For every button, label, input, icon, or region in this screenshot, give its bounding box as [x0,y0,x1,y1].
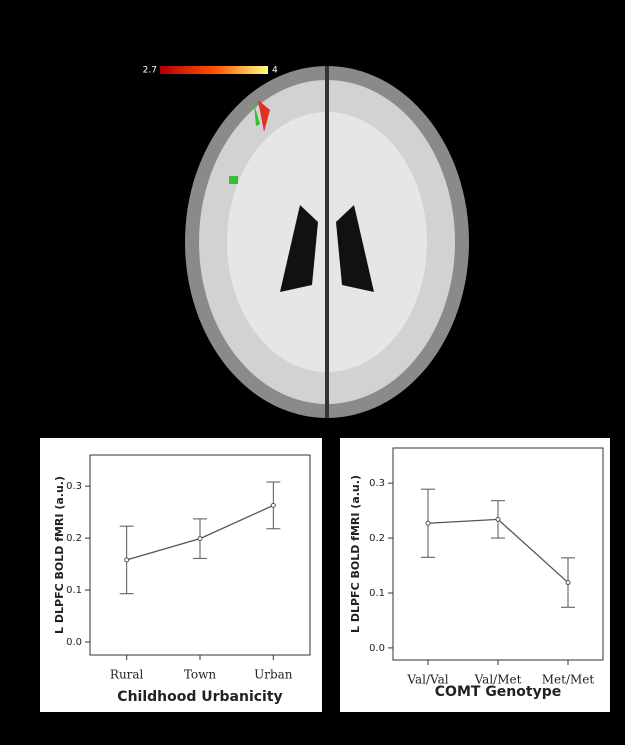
colorbar-label: 2.7 [143,66,157,76]
data-point [270,502,276,508]
y-tick-label: 0.1 [369,588,385,599]
y-tick-label: 0.3 [369,478,385,489]
y-tick-label: 0.1 [66,585,82,596]
y-axis-label: L DLPFC BOLD fMRI (a.u.) [349,475,362,633]
x-tick-label: Rural [110,668,144,682]
colorbar-label: 4 [272,66,278,76]
data-point [425,520,431,526]
colorbar [160,66,268,74]
data-point [495,516,501,522]
brain-image [185,66,469,418]
y-tick-label: 0.3 [66,481,82,492]
data-point [197,536,203,542]
plot-frame [392,447,604,661]
y-tick-label: 0.2 [66,533,82,544]
x-tick-label: Met/Met [542,673,595,687]
y-tick-label: 0.0 [66,637,82,648]
y-tick-label: 0.2 [369,533,385,544]
x-tick-label: Town [184,668,217,682]
x-axis-label: Childhood Urbanicity [117,689,282,705]
y-tick-label: 0.0 [369,643,385,654]
x-tick-label: Urban [254,668,293,682]
data-point [124,557,130,563]
data-point [565,580,571,586]
x-tick-label: Val/Met [474,673,522,687]
x-tick-label: Val/Val [406,673,448,687]
y-axis-label: L DLPFC BOLD fMRI (a.u.) [53,476,66,634]
x-axis-label: COMT Genotype [435,684,561,700]
